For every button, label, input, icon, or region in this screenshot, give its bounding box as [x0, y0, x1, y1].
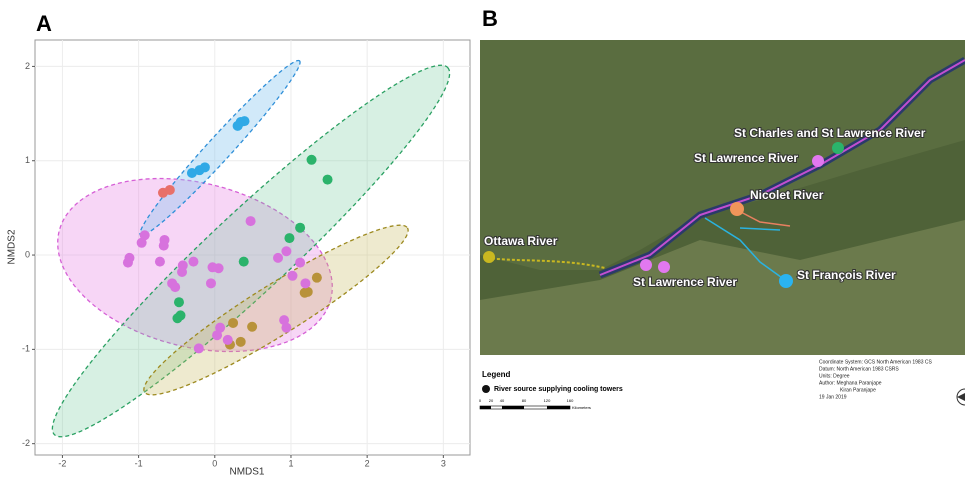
x-tick-label: -1 [135, 458, 143, 468]
point [214, 263, 224, 273]
point [307, 155, 317, 165]
x-tick-label: 2 [365, 458, 370, 468]
panel-label: A [36, 11, 52, 36]
scale-label: 40 [500, 398, 505, 403]
point [300, 278, 310, 288]
y-tick-label: 1 [25, 155, 30, 165]
scale-label: 0 [479, 398, 482, 403]
map-dot [812, 155, 824, 167]
point [170, 282, 180, 292]
point [165, 185, 175, 195]
x-tick-label: 1 [288, 458, 293, 468]
scale-label: 120 [544, 398, 551, 403]
map: St Charles and St Lawrence River St Lawr… [480, 40, 965, 355]
legend-item: River source supplying cooling towers [494, 386, 623, 393]
y-axis-label: NMDS2 [7, 229, 18, 264]
page: {"panel_labels": ["A", "B"], "chart_data… [0, 0, 965, 477]
point [303, 287, 313, 297]
metadata: Coordinate System: GCS North American 19… [819, 359, 932, 400]
map-dot [730, 202, 744, 216]
scale-labels: 0 20 40 80 120 160 [479, 398, 574, 403]
point [312, 273, 322, 283]
point [188, 257, 198, 267]
y-tick-label: 0 [25, 249, 30, 259]
scale-label: 20 [489, 398, 494, 403]
y-tick-label: -1 [22, 344, 30, 354]
point [178, 260, 188, 270]
point [137, 238, 147, 248]
point [194, 343, 204, 353]
map-dot [483, 251, 495, 263]
point [206, 278, 216, 288]
point [200, 162, 210, 172]
legend-dot [482, 385, 490, 393]
point [287, 271, 297, 281]
map-dot [779, 274, 793, 288]
metadata-line: Kiran Paranjape [840, 387, 876, 393]
legend-title: Legend [482, 370, 511, 379]
point [281, 323, 291, 333]
map-label: Ottawa River [484, 234, 558, 248]
y-tick-label: -2 [22, 438, 30, 448]
point [284, 233, 294, 243]
map-dot [658, 261, 670, 273]
point [236, 337, 246, 347]
point [159, 241, 169, 251]
map-label: St Lawrence River [694, 151, 798, 165]
x-tick-label: 3 [441, 458, 446, 468]
point [233, 121, 243, 131]
point [212, 330, 222, 340]
point [323, 175, 333, 185]
metadata-line: Coordinate System: GCS North American 19… [819, 359, 932, 365]
metadata-line: Datum: North American 1983 CSRS [819, 366, 899, 372]
x-axis-label: NMDS1 [229, 467, 264, 477]
point [295, 223, 305, 233]
point [246, 216, 256, 226]
scale-label: 80 [522, 398, 527, 403]
map-label: St François River [797, 268, 896, 282]
point [273, 253, 283, 263]
point [187, 168, 197, 178]
panel-label: B [482, 6, 498, 31]
x-tick-label: -2 [58, 458, 66, 468]
x-tick-label: 0 [212, 458, 217, 468]
point [295, 258, 305, 268]
map-label: Nicolet River [750, 188, 824, 202]
map-dot [832, 142, 844, 154]
point [239, 257, 249, 267]
point [228, 318, 238, 328]
scale-unit: Kilometers [572, 405, 591, 410]
map-label: St Lawrence River [633, 275, 737, 289]
scale-label: 160 [567, 398, 574, 403]
point [155, 257, 165, 267]
compass [957, 393, 965, 401]
figure: A B NMDS1 NMDS2 St Charles and St Lawren… [0, 0, 965, 477]
y-tick-label: 2 [25, 61, 30, 71]
metadata-line: 19 Jan 2019 [819, 394, 847, 400]
point [247, 322, 257, 332]
point [281, 246, 291, 256]
point [223, 335, 233, 345]
point [123, 258, 133, 268]
map-label: St Charles and St Lawrence River [734, 126, 926, 140]
metadata-line: Author: Meghana Paranjape [819, 380, 882, 386]
point [172, 313, 182, 323]
map-dot [640, 259, 652, 271]
scale-bar [480, 406, 570, 409]
point [174, 297, 184, 307]
metadata-line: Units: Degree [819, 373, 850, 379]
